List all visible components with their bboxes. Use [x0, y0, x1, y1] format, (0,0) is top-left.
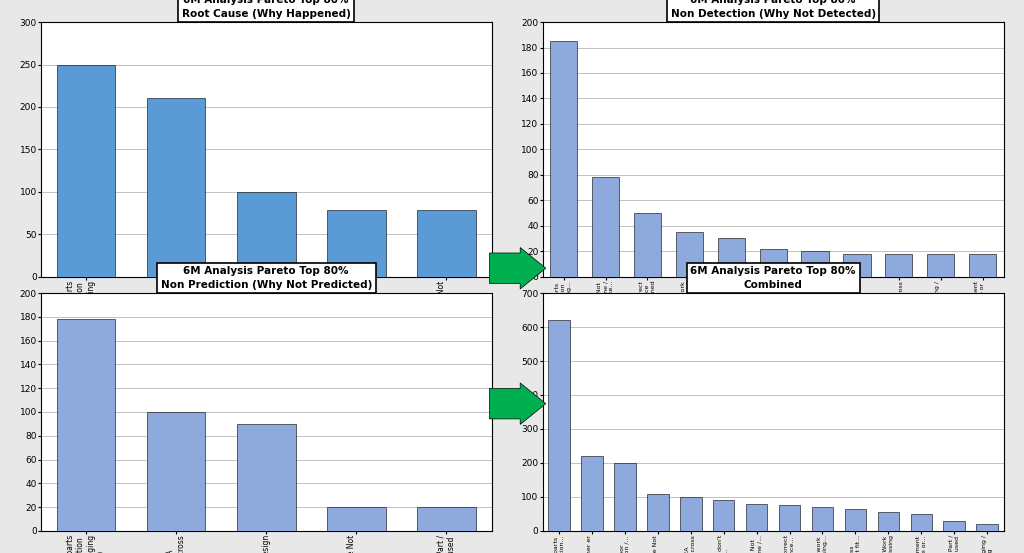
Bar	[878, 512, 899, 531]
Bar	[417, 210, 476, 276]
Bar	[745, 504, 767, 531]
Bar	[760, 248, 786, 276]
Bar	[56, 319, 116, 531]
Bar	[614, 463, 636, 531]
Bar	[927, 254, 954, 276]
Bar	[550, 41, 578, 276]
Bar	[779, 505, 801, 531]
Bar	[676, 232, 702, 276]
Bar	[845, 509, 866, 531]
Bar	[910, 514, 932, 531]
FancyArrow shape	[489, 383, 546, 425]
Bar	[146, 98, 206, 276]
Title: 6M Analysis Pareto Top 80%
Non Detection (Why Not Detected): 6M Analysis Pareto Top 80% Non Detection…	[671, 0, 876, 19]
Bar	[56, 65, 116, 276]
Bar	[812, 507, 834, 531]
Bar	[146, 412, 206, 531]
Bar	[680, 497, 701, 531]
Bar	[718, 238, 744, 276]
Bar	[713, 500, 734, 531]
Bar	[802, 251, 828, 276]
Bar	[943, 521, 965, 531]
Bar	[976, 524, 997, 531]
Bar	[549, 320, 570, 531]
Bar	[582, 456, 603, 531]
Bar	[237, 424, 296, 531]
Bar	[592, 178, 620, 276]
Bar	[844, 254, 870, 276]
Bar	[969, 254, 996, 276]
Title: 6M Analysis Pareto Top 80%
Root Cause (Why Happened): 6M Analysis Pareto Top 80% Root Cause (W…	[182, 0, 350, 19]
Bar	[647, 493, 669, 531]
Bar	[237, 192, 296, 276]
FancyArrow shape	[489, 248, 546, 289]
Bar	[417, 507, 476, 531]
Bar	[327, 210, 386, 276]
Bar	[885, 254, 912, 276]
Bar	[634, 213, 662, 276]
Title: 6M Analysis Pareto Top 80%
Combined: 6M Analysis Pareto Top 80% Combined	[690, 267, 856, 290]
Title: 6M Analysis Pareto Top 80%
Non Prediction (Why Not Predicted): 6M Analysis Pareto Top 80% Non Predictio…	[161, 267, 372, 290]
Bar	[327, 507, 386, 531]
